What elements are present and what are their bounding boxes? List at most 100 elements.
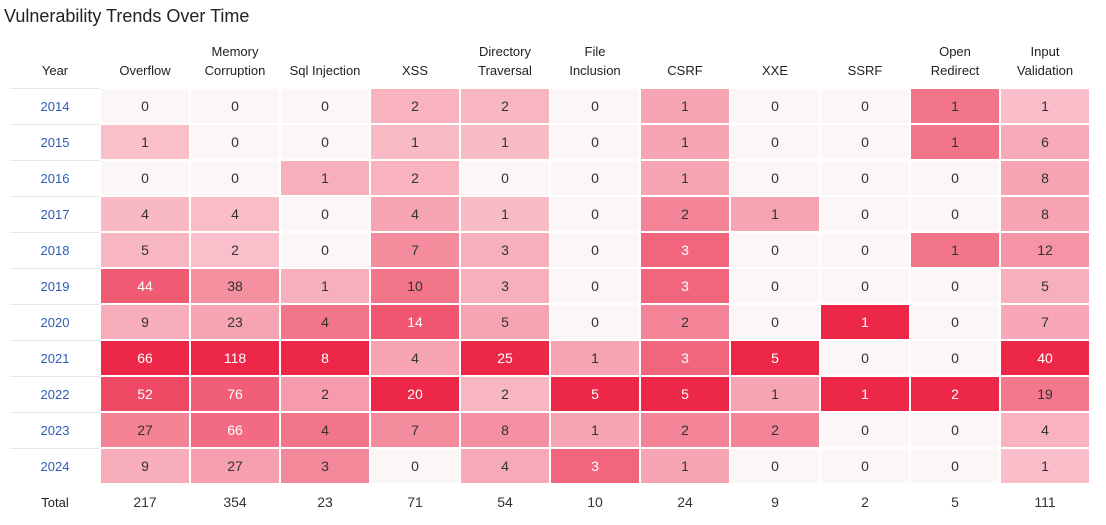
- heatmap-cell: 5: [460, 304, 550, 340]
- heatmap-cell: 66: [100, 340, 190, 376]
- heatmap-cell: 0: [100, 160, 190, 196]
- heatmap-cell: 4: [280, 304, 370, 340]
- column-header-line: Inclusion: [569, 63, 621, 78]
- heatmap-cell: 1: [460, 196, 550, 232]
- year-label[interactable]: 2014: [10, 88, 100, 124]
- heatmap-cell: 4: [190, 196, 280, 232]
- heatmap-cell: 0: [280, 232, 370, 268]
- heatmap-cell: 0: [730, 160, 820, 196]
- heatmap-cell: 5: [640, 376, 730, 412]
- column-header-line: Traversal: [478, 63, 532, 78]
- heatmap-cell: 0: [910, 412, 1000, 448]
- table-row: 2014 0 0 0 2 2 0 1 0 0 1 1: [10, 88, 1100, 124]
- year-label[interactable]: 2020: [10, 304, 100, 340]
- total-value: 5: [951, 494, 959, 510]
- heatmap-cell: 3: [640, 232, 730, 268]
- heatmap-cell: 5: [730, 340, 820, 376]
- total-value: 23: [317, 494, 333, 510]
- heatmap-cell: 0: [730, 88, 820, 124]
- heatmap-cell: 0: [820, 232, 910, 268]
- year-label[interactable]: 2021: [10, 340, 100, 376]
- column-header: XXE: [730, 34, 820, 88]
- year-label[interactable]: 2022: [10, 376, 100, 412]
- heatmap-cell: 4: [460, 448, 550, 484]
- heatmap-cell: 0: [820, 196, 910, 232]
- heatmap-cell: 0: [190, 88, 280, 124]
- heatmap-cell: 0: [190, 160, 280, 196]
- heatmap-cell: 1: [280, 160, 370, 196]
- year-label[interactable]: 2017: [10, 196, 100, 232]
- heatmap-cell: 1: [730, 376, 820, 412]
- column-header-line: XXE: [761, 63, 788, 78]
- heatmap-cell: 118: [190, 340, 280, 376]
- heatmap-cell: 2: [370, 160, 460, 196]
- heatmap-cell: 3: [460, 268, 550, 304]
- heatmap-cell: 27: [100, 412, 190, 448]
- heatmap-cell: 0: [820, 160, 910, 196]
- year-label[interactable]: 2019: [10, 268, 100, 304]
- table-row: 2019 44 38 1 10 3 0 3 0 0 0 5: [10, 268, 1100, 304]
- table-row: 2023 27 66 4 7 8 1 2 2 0 0 4: [10, 412, 1100, 448]
- heatmap-cell: 3: [460, 232, 550, 268]
- heatmap-cell: 2: [460, 376, 550, 412]
- heatmap-cell: 4: [280, 412, 370, 448]
- heatmap-cell: 2: [640, 196, 730, 232]
- heatmap-cell: 0: [910, 448, 1000, 484]
- heatmap-cell: 8: [280, 340, 370, 376]
- heatmap-cell: 1: [640, 448, 730, 484]
- heatmap-cell: 0: [550, 160, 640, 196]
- heatmap-cell: 2: [910, 376, 1000, 412]
- heatmap-cell: 5: [550, 376, 640, 412]
- heatmap-cell: 23: [190, 304, 280, 340]
- column-header: Overflow: [100, 34, 190, 88]
- totals-label: Total: [41, 494, 69, 510]
- heatmap-cell: 4: [370, 196, 460, 232]
- totals-row: Total 217 354 23 71 54 10 24 9 2 5 111: [10, 484, 1100, 520]
- heatmap-cell: 7: [370, 412, 460, 448]
- heatmap-cell: 0: [820, 412, 910, 448]
- column-header: CSRF: [640, 34, 730, 88]
- total-value: 10: [587, 494, 603, 510]
- year-column-header: Year: [41, 63, 69, 78]
- heatmap-cell: 1: [910, 124, 1000, 160]
- heatmap-cell: 1: [820, 376, 910, 412]
- heatmap-cell: 5: [1000, 268, 1090, 304]
- column-header-line: Directory: [478, 44, 531, 59]
- heatmap-cell: 2: [730, 412, 820, 448]
- heatmap-cell: 0: [820, 448, 910, 484]
- heatmap-cell: 1: [640, 160, 730, 196]
- year-label[interactable]: 2016: [10, 160, 100, 196]
- heatmap-cell: 5: [100, 232, 190, 268]
- heatmap-cell: 0: [730, 304, 820, 340]
- heatmap-cell: 0: [100, 88, 190, 124]
- heatmap-cell: 8: [1000, 160, 1090, 196]
- heatmap-cell: 0: [910, 196, 1000, 232]
- table-row: 2015 1 0 0 1 1 0 1 0 0 1 6: [10, 124, 1100, 160]
- column-header-line: Sql Injection: [289, 63, 361, 78]
- heatmap-cell: 4: [1000, 412, 1090, 448]
- heatmap-cell: 0: [820, 88, 910, 124]
- table-row: 2024 9 27 3 0 4 3 1 0 0 0 1: [10, 448, 1100, 484]
- year-label[interactable]: 2023: [10, 412, 100, 448]
- table-row: 2018 5 2 0 7 3 0 3 0 0 1 12: [10, 232, 1100, 268]
- total-value: 2: [861, 494, 869, 510]
- column-header-line: File: [584, 44, 606, 59]
- heatmap-cell: 8: [1000, 196, 1090, 232]
- year-label[interactable]: 2015: [10, 124, 100, 160]
- heatmap-cell: 38: [190, 268, 280, 304]
- heatmap-cell: 0: [280, 88, 370, 124]
- column-header-line: XSS: [401, 63, 428, 78]
- total-value: 217: [133, 494, 157, 510]
- column-header: Memory Corruption: [190, 34, 280, 88]
- year-label[interactable]: 2018: [10, 232, 100, 268]
- heatmap-cell: 0: [820, 340, 910, 376]
- heatmap-cell: 52: [100, 376, 190, 412]
- heatmap-cell: 7: [370, 232, 460, 268]
- table-row: 2017 4 4 0 4 1 0 2 1 0 0 8: [10, 196, 1100, 232]
- year-label[interactable]: 2024: [10, 448, 100, 484]
- total-value: 71: [407, 494, 423, 510]
- heatmap-cell: 0: [730, 448, 820, 484]
- heatmap-cell: 0: [910, 160, 1000, 196]
- heatmap-cell: 3: [640, 268, 730, 304]
- heatmap-cell: 0: [460, 160, 550, 196]
